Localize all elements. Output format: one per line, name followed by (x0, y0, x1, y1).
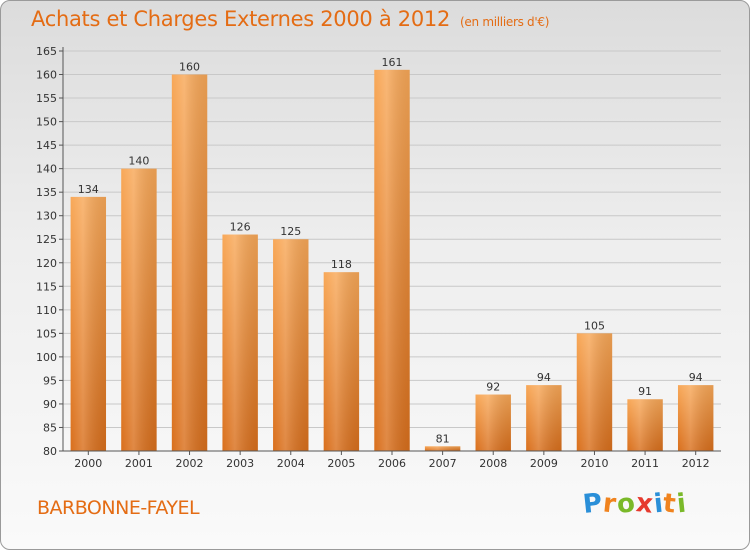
x-tick-label: 2000 (74, 457, 102, 470)
x-tick-label: 2010 (580, 457, 608, 470)
bar-value-label: 94 (537, 371, 551, 384)
bar-value-label: 92 (486, 381, 500, 394)
bar-highlight (70, 196, 107, 451)
bar-highlight (677, 385, 714, 451)
bars: 134 140 160 126 125 118 161 81 92 94 105 91 94 (70, 56, 714, 451)
bar-value-label: 161 (382, 56, 403, 69)
bar-value-label: 125 (280, 225, 301, 238)
bar-value-label: 94 (689, 371, 703, 384)
y-tick-label: 125 (36, 233, 57, 246)
x-tick-label: 2004 (277, 457, 305, 470)
bar-value-label: 126 (230, 221, 251, 234)
y-tick-label: 145 (36, 139, 57, 152)
x-tick-label: 2005 (327, 457, 355, 470)
bar-value-label: 134 (78, 183, 99, 196)
bar-highlight (273, 239, 309, 451)
x-tick-label: 2011 (631, 457, 659, 470)
axes: 80 85 90 95 100 105 110 115 120 125 130 135 140 145 15… (36, 45, 721, 470)
y-tick-label: 90 (43, 398, 57, 411)
bar-value-label: 160 (179, 61, 200, 74)
y-tick-label: 155 (36, 92, 57, 105)
x-tick-label: 2007 (429, 457, 457, 470)
bar-value-label: 118 (331, 258, 352, 271)
x-tick-label: 2008 (479, 457, 507, 470)
y-tick-label: 140 (36, 163, 57, 176)
x-tick-label: 2003 (226, 457, 254, 470)
y-tick-label: 80 (43, 445, 57, 458)
y-tick-label: 105 (36, 327, 57, 340)
y-tick-label: 150 (36, 116, 57, 129)
x-tick-label: 2009 (530, 457, 558, 470)
y-tick-label: 165 (36, 45, 57, 58)
bar-highlight (526, 385, 562, 451)
y-tick-label: 85 (43, 421, 57, 434)
bar-highlight (323, 272, 360, 451)
chart-subtitle: (en milliers d'€) (460, 15, 550, 29)
bar-highlight (222, 234, 258, 451)
bar-highlight (374, 69, 410, 451)
chart-title: Achats et Charges Externes 2000 à 2012 (e… (31, 7, 549, 31)
y-tick-label: 120 (36, 257, 57, 270)
bar-value-label: 105 (584, 319, 605, 332)
bar-value-label: 91 (638, 385, 652, 398)
y-tick-label: 95 (43, 374, 57, 387)
y-tick-label: 100 (36, 351, 57, 364)
bar-value-label: 81 (436, 432, 450, 445)
bar-highlight (171, 74, 208, 451)
y-tick-label: 135 (36, 186, 57, 199)
bar-value-label: 140 (128, 155, 149, 168)
proxiti-logo: Proxiti (581, 488, 689, 520)
bar-highlight (627, 399, 663, 451)
logo-letter: i (675, 488, 689, 520)
bar-highlight (121, 168, 157, 451)
x-tick-label: 2006 (378, 457, 406, 470)
y-tick-label: 110 (36, 304, 57, 317)
y-tick-label: 115 (36, 280, 57, 293)
x-tick-label: 2001 (125, 457, 153, 470)
bar-highlight (576, 333, 613, 451)
y-tick-label: 130 (36, 210, 57, 223)
y-tick-label: 160 (36, 69, 57, 82)
bar-highlight (475, 394, 511, 451)
x-tick-label: 2002 (176, 457, 204, 470)
place-name: BARBONNE-FAYEL (37, 497, 200, 519)
chart-title-text: Achats et Charges Externes 2000 à 2012 (31, 7, 451, 31)
x-tick-label: 2012 (682, 457, 710, 470)
bar-highlight (424, 446, 461, 451)
